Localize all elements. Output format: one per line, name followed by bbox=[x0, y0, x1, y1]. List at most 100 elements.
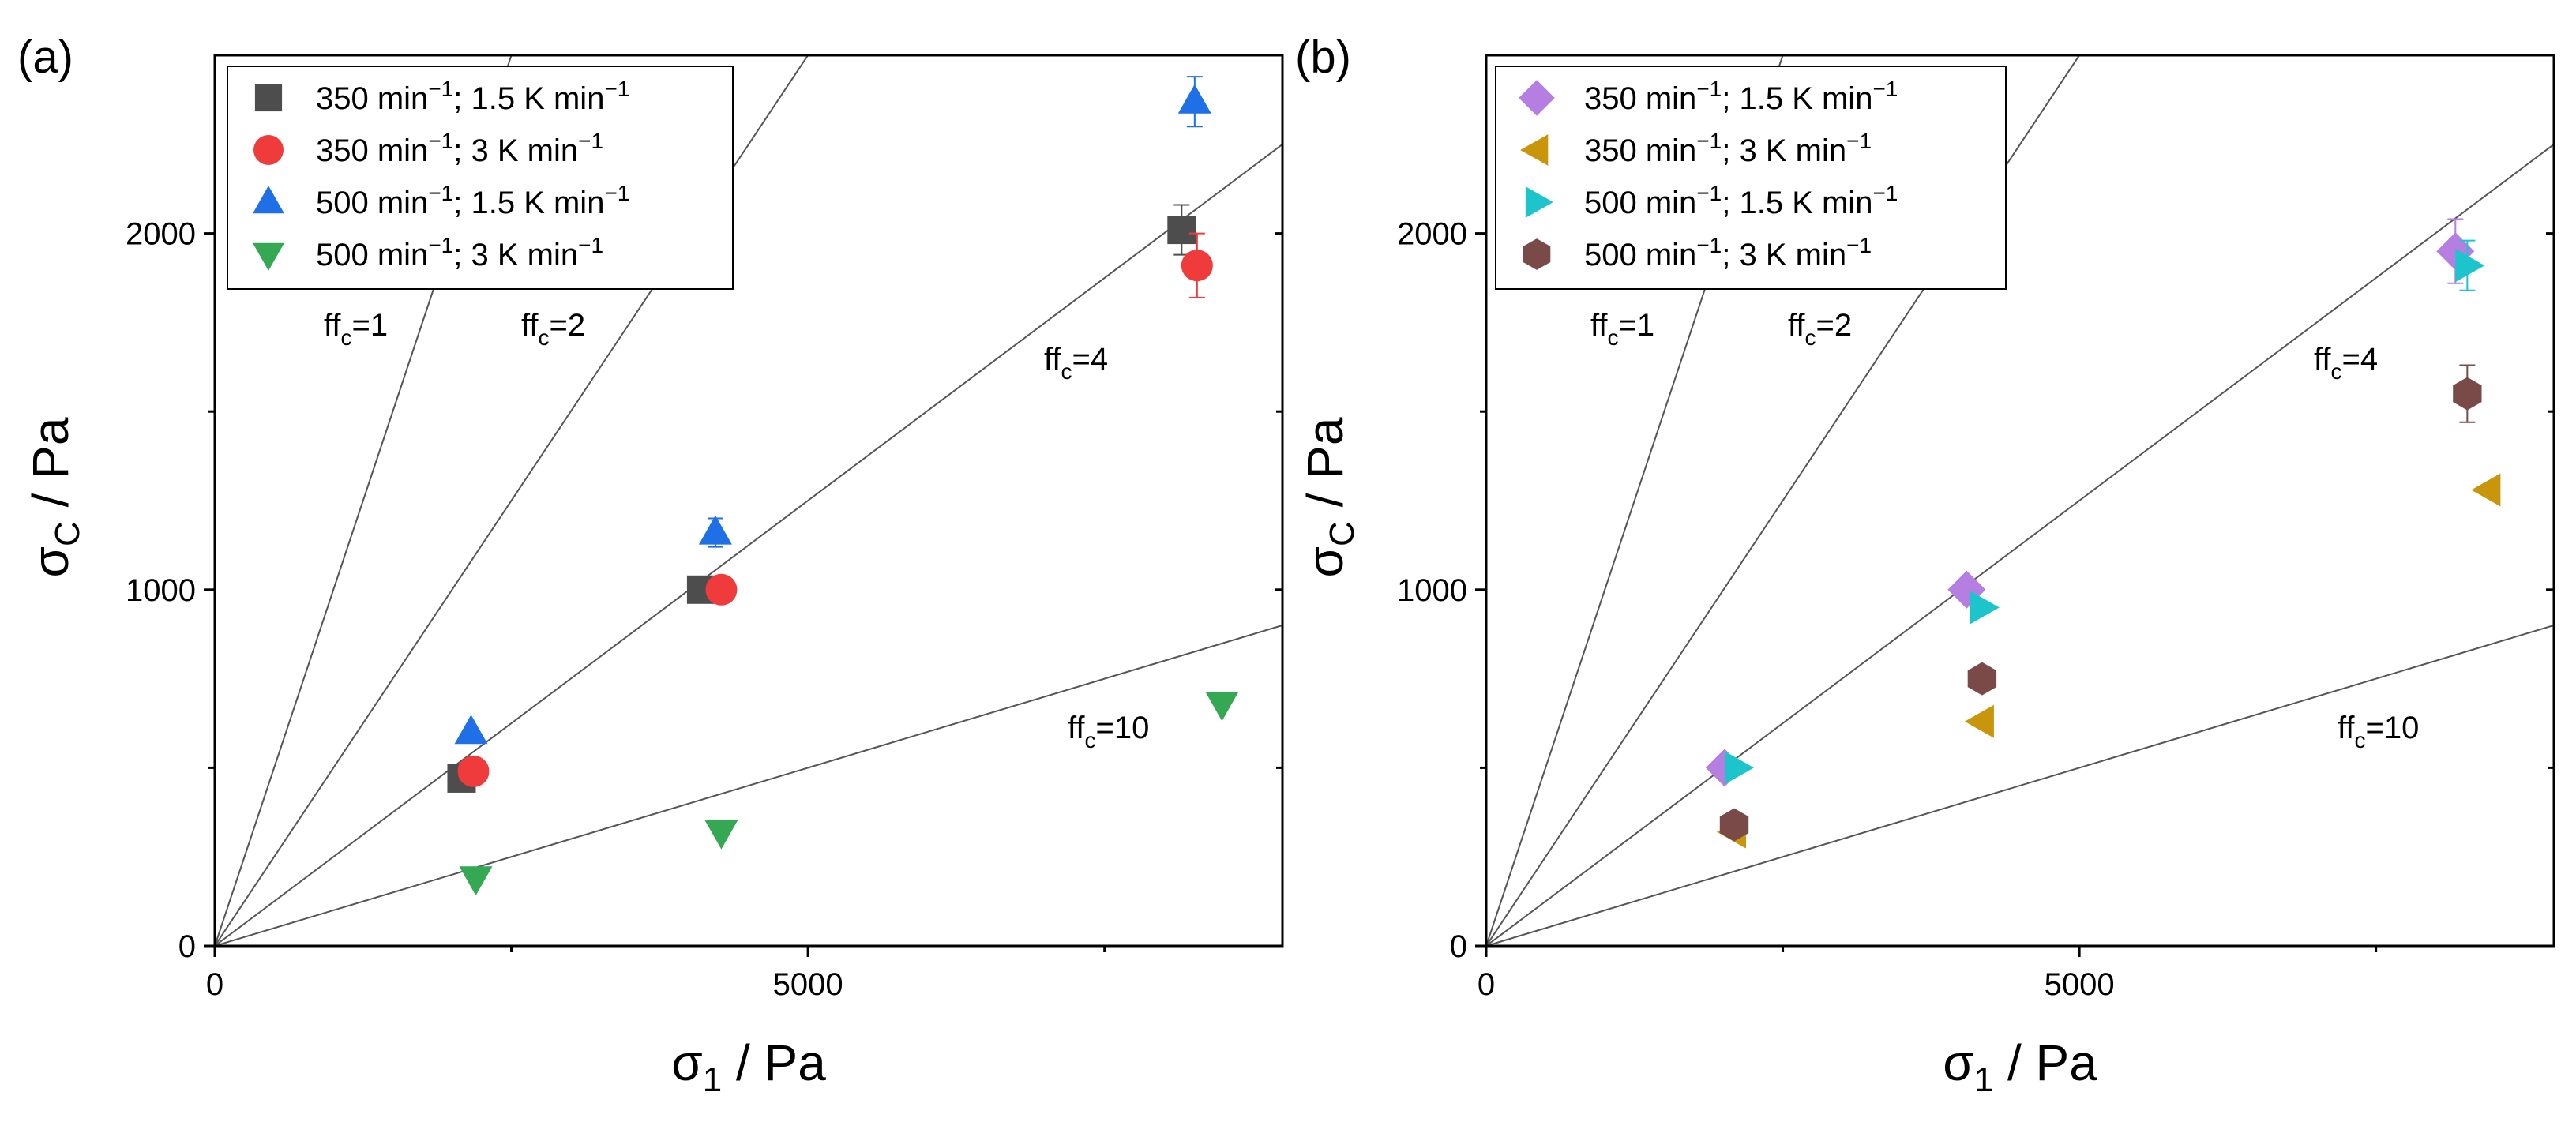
panel-a-data-point bbox=[704, 820, 738, 850]
panel-b-series-4 bbox=[1719, 364, 2482, 842]
panel-a-ff-label-main: ff bbox=[1044, 342, 1061, 377]
panel-b-ff-label-rest: =1 bbox=[1619, 308, 1655, 343]
panel-a-legend-text: ; 3 K min bbox=[453, 133, 578, 168]
panel-b-y-axis-title-main: σ bbox=[1297, 546, 1354, 578]
panel-b-data-point bbox=[2471, 473, 2501, 507]
panel-b-ff-label-main: ff bbox=[2338, 711, 2355, 745]
panel-a-legend-text: 500 min bbox=[316, 186, 428, 220]
panel-a-data-point bbox=[454, 715, 488, 745]
panel-b-ff-label-main: ff bbox=[1590, 308, 1608, 343]
panel-b-legend-text: 350 min bbox=[1584, 133, 1696, 168]
panel-a-ff-label-4: ffc=4 bbox=[1044, 342, 1108, 384]
panel-a-ff-line-2 bbox=[215, 55, 809, 946]
panel-a-ff-label-sub: c bbox=[1085, 728, 1096, 752]
panel-b-y-axis-title-rest: / Pa bbox=[1297, 417, 1354, 521]
panel-a-legend-text: ; 1.5 K min bbox=[453, 186, 604, 220]
panel-b-legend-text: ; 3 K min bbox=[1722, 133, 1846, 168]
panel-a-legend-text: ; 1.5 K min bbox=[453, 81, 604, 116]
panel-b-ff-label-rest: =10 bbox=[2366, 711, 2420, 745]
panel-b-data-point bbox=[1964, 704, 1994, 738]
panel-a-legend-text: ; 3 K min bbox=[453, 238, 578, 272]
panel-b-legend-text: ; 1.5 K min bbox=[1722, 81, 1872, 116]
panel-a-legend-sup: −1 bbox=[578, 233, 603, 257]
panel-a-ff-lines bbox=[215, 55, 1282, 946]
panel-b-legend-sup: −1 bbox=[1846, 233, 1872, 257]
panel-a-ff-label-main: ff bbox=[1068, 711, 1085, 745]
panel-a-legend-label: 500 min−1; 1.5 K min−1 bbox=[316, 181, 629, 220]
panel-b-legend-sup: −1 bbox=[1696, 181, 1722, 205]
panel-b-legend-marker bbox=[1519, 80, 1555, 116]
panel-a-data-point bbox=[457, 755, 490, 787]
panel-b-ff-line-10 bbox=[1486, 624, 2554, 946]
panel-b-legend-box bbox=[1495, 66, 2007, 290]
panel-a-legend-label: 500 min−1; 3 K min−1 bbox=[316, 233, 603, 272]
panel-b-ff-label-sub: c bbox=[2331, 359, 2342, 384]
panel-a-ff-label-2: ffc=2 bbox=[521, 308, 585, 350]
panel-a-data-point bbox=[1205, 692, 1239, 722]
panel-b-legend-label: 500 min−1; 3 K min−1 bbox=[1584, 233, 1872, 272]
panel-b-ff-label-rest: =4 bbox=[2342, 342, 2379, 377]
panel-b-legend-sup: −1 bbox=[1696, 77, 1722, 101]
panel-b-ff-label-4: ffc=4 bbox=[2314, 342, 2378, 384]
panel-a-series-4 bbox=[459, 692, 1239, 896]
panel-a-data-point bbox=[1167, 216, 1196, 245]
panel-a-x-axis-title: σ1 / Pa bbox=[671, 1034, 826, 1099]
panel-a-ff-label-sub: c bbox=[1061, 359, 1072, 384]
panel-a-ff-line-4 bbox=[215, 143, 1282, 946]
panel-a-x-axis-title-rest: / Pa bbox=[722, 1034, 826, 1091]
panel-b-x-axis-title-rest: / Pa bbox=[1993, 1034, 2097, 1091]
panel-a-ff-label-main: ff bbox=[324, 308, 341, 343]
panel-a-series-2 bbox=[457, 232, 1213, 787]
panel-b-legend-text: 350 min bbox=[1584, 81, 1696, 116]
panel-b-legend-sup: −1 bbox=[1696, 233, 1722, 257]
panel-b-legend-marker bbox=[1520, 134, 1549, 166]
panel-a-ff-label-main: ff bbox=[521, 308, 539, 343]
panel-a-y-tick-label: 2000 bbox=[126, 217, 196, 252]
panel-b-data-point bbox=[1725, 751, 1754, 785]
panel-b-ff-line-1 bbox=[1486, 55, 1784, 946]
panel-b-data-point bbox=[2453, 377, 2482, 411]
panel-a-y-axis-title: σC / Pa bbox=[22, 417, 87, 577]
panel-a-plot-frame bbox=[213, 54, 1284, 948]
panel-a-x-axis-title-sub: 1 bbox=[703, 1060, 722, 1099]
panel-b-y-axis-title: σC / Pa bbox=[1297, 417, 1361, 577]
panel-a-x-tick-label: 5000 bbox=[773, 967, 843, 1002]
panel-b-ff-label-main: ff bbox=[1788, 308, 1805, 343]
panel-a-legend-label: 350 min−1; 1.5 K min−1 bbox=[316, 77, 629, 116]
panel-b-legend-marker bbox=[1525, 186, 1553, 218]
panel-a-legend-sup: −1 bbox=[578, 129, 603, 153]
panel-a-label: (a) bbox=[17, 32, 73, 83]
panel-b-label: (b) bbox=[1295, 32, 1351, 83]
panel-a-legend-text: 350 min bbox=[316, 133, 428, 168]
panel-b-y-tick-label: 1000 bbox=[1397, 573, 1467, 608]
panel-b-legend-label: 500 min−1; 1.5 K min−1 bbox=[1584, 181, 1898, 220]
panel-a-y-axis-title-main: σ bbox=[22, 546, 79, 578]
panel-a-ff-label-1: ffc=1 bbox=[324, 308, 388, 350]
panel-b-data-point bbox=[1970, 591, 2000, 625]
panel-b-ff-label-2: ffc=2 bbox=[1788, 308, 1852, 350]
panel-a-ff-label-sub: c bbox=[539, 325, 550, 350]
panel-b-x-axis-title: σ1 / Pa bbox=[1943, 1034, 2097, 1099]
panel-b-legend-sup: −1 bbox=[1846, 129, 1872, 153]
panel-b-data-point bbox=[2455, 249, 2485, 283]
panel-a-ticks: 0 5000 0 1000 2000 bbox=[126, 217, 1282, 1002]
panel-a-series-3 bbox=[454, 76, 1211, 745]
panel-b-legend-sup: −1 bbox=[1696, 129, 1722, 153]
panel-a-legend-sup: −1 bbox=[428, 129, 453, 153]
panel-b-plot-frame bbox=[1485, 54, 2555, 948]
panel-a-y-tick-label: 1000 bbox=[126, 573, 196, 608]
panel-a-legend-label: 350 min−1; 3 K min−1 bbox=[316, 129, 603, 168]
panel-b-legend-sup: −1 bbox=[1872, 181, 1898, 205]
panel-a-legend-marker bbox=[253, 242, 284, 271]
panel-a-y-axis-title-rest: / Pa bbox=[22, 417, 79, 521]
panel-b-x-axis-title-main: σ bbox=[1943, 1034, 1974, 1091]
panel-a-data-point bbox=[698, 515, 732, 545]
panel-b-legend-text: 500 min bbox=[1584, 186, 1696, 220]
panel-b-x-tick-label: 0 bbox=[1478, 967, 1495, 1002]
panel-a-legend-marker bbox=[253, 186, 284, 214]
panel-a-ff-label-10: ffc=10 bbox=[1068, 711, 1149, 752]
